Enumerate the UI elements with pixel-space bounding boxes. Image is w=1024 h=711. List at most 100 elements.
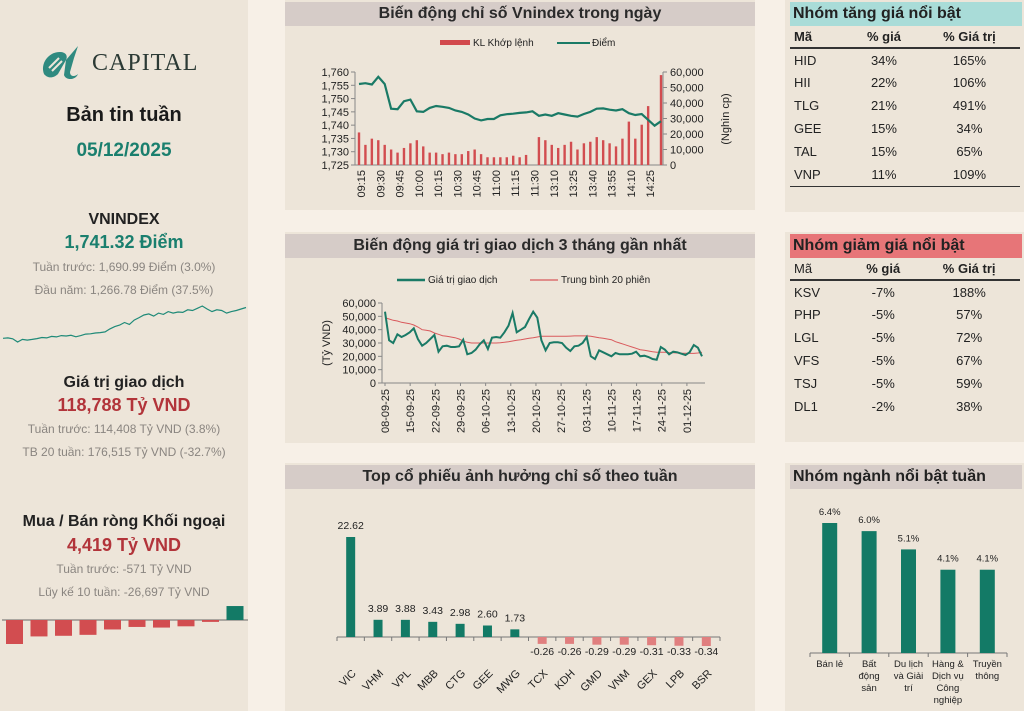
cell-value-pct: 109% xyxy=(918,163,1020,187)
cell-price-pct: -2% xyxy=(871,399,895,414)
category-label: MBB xyxy=(416,668,441,693)
volume-bar xyxy=(467,151,470,165)
volume-bar xyxy=(415,140,419,165)
x-tick-label: 13:10 xyxy=(549,170,561,198)
trading-value-line xyxy=(384,309,703,361)
vnindex-value: 1,741.32 Điểm xyxy=(64,232,184,252)
y-tick-label: 30,000 xyxy=(342,338,376,350)
trading-value-label: Giá trị giao dịch xyxy=(63,374,185,391)
foreign-cum10: Lũy kế 10 tuần: -26,697 Tỷ VND xyxy=(38,585,210,599)
sector-category-label: Dịch vụ xyxy=(932,671,964,682)
volume-bar xyxy=(589,141,592,165)
sparkline-series xyxy=(3,305,247,343)
x-tick-label: 13:40 xyxy=(587,170,599,198)
cell-code: VFS xyxy=(794,353,820,368)
volume-bar xyxy=(601,140,605,165)
influence-bar-label: -0.33 xyxy=(667,646,691,658)
category-label: GMD xyxy=(578,668,605,695)
cell-code: DL1 xyxy=(794,399,818,414)
cell-price-pct: 15% xyxy=(870,121,897,136)
volume-bar xyxy=(537,137,541,165)
top-influence-chart-title: Top cổ phiếu ảnh hưởng chỉ số theo tuần xyxy=(285,465,755,489)
x-tick-label: 27-10-25 xyxy=(556,389,568,433)
influence-bar-label: -0.29 xyxy=(585,646,609,658)
sectors-title: Nhóm ngành nổi bật tuần xyxy=(790,465,1022,489)
sector-bar-label: 5.1% xyxy=(898,533,920,544)
foreign-bar xyxy=(55,620,72,636)
cell-value-pct: 38% xyxy=(956,399,983,414)
gainer-row: TAL 15% 65% xyxy=(790,140,1020,163)
sector-bar xyxy=(940,569,956,653)
x-tick-label: 13:25 xyxy=(568,170,580,198)
category-label: VHM xyxy=(360,668,386,694)
x-tick-label: 10:45 xyxy=(472,170,484,198)
legend-label-ma20: Trung bình 20 phiên xyxy=(561,275,650,286)
category-label: KDH xyxy=(553,668,578,693)
report-title: Bản tin tuần xyxy=(66,104,182,126)
gainer-row: HID 34% 165% xyxy=(790,48,1020,71)
volume-bar xyxy=(422,146,425,165)
sector-category-label: Công xyxy=(937,683,960,694)
x-tick-label: 09:15 xyxy=(356,170,368,198)
volume-bar xyxy=(479,154,483,165)
y-axis-label-right: (Nghìn cp) xyxy=(720,93,732,144)
cell-price-pct: -7% xyxy=(871,284,895,300)
col-header-code: Mã xyxy=(790,258,849,281)
influence-bar xyxy=(428,621,438,637)
volume-bar xyxy=(640,124,643,165)
loser-row: VFS -5% 67% xyxy=(790,349,1020,372)
losers-title: Nhóm giảm giá nổi bật xyxy=(790,234,1022,258)
cell-price-pct: -5% xyxy=(871,353,895,368)
x-tick-label: 11:15 xyxy=(510,170,522,197)
cell-value-pct: 57% xyxy=(956,307,983,322)
y-tick-label-left: 1,725 xyxy=(321,160,349,172)
sector-category-label: trí xyxy=(904,683,913,694)
cell-value-pct: 106% xyxy=(952,75,987,90)
category-label: MWG xyxy=(495,668,523,696)
vnindex-prev-week: Tuần trước: 1,690.99 Điểm (3.0%) xyxy=(32,260,216,274)
volume-bar xyxy=(441,154,444,165)
y-tick-label-right: 0 xyxy=(670,160,676,172)
x-tick-label: 09:30 xyxy=(375,170,387,198)
cell-price-pct: -5% xyxy=(871,330,895,345)
y-tick-label: 40,000 xyxy=(342,325,376,337)
category-label: CTG xyxy=(443,668,468,693)
y-tick-label: 50,000 xyxy=(342,311,376,323)
sector-category-label: động xyxy=(859,671,880,682)
category-label: VNM xyxy=(607,668,633,694)
gainer-row: HII 22% 106% xyxy=(790,71,1020,94)
category-label: GEE xyxy=(471,668,496,693)
volume-bar xyxy=(454,154,457,165)
influence-bar-label: -0.31 xyxy=(640,646,664,658)
y-tick-label-left: 1,745 xyxy=(321,107,349,119)
brand-name: CAPITAL xyxy=(92,49,199,76)
y-tick-label-right: 20,000 xyxy=(670,129,704,141)
cell-price-pct: 21% xyxy=(870,98,897,113)
volume-bar xyxy=(383,144,386,165)
index-line xyxy=(358,75,662,128)
foreign-prev-week: Tuần trước: -571 Tỷ VND xyxy=(56,562,192,576)
volume-bar xyxy=(505,157,508,165)
col-header-code: Mã xyxy=(790,26,850,49)
ma20-line xyxy=(384,317,703,354)
volume-bar xyxy=(576,149,579,165)
category-label: VPL xyxy=(390,668,413,691)
influence-bar-label: 2.60 xyxy=(477,609,498,621)
cell-code: TAL xyxy=(794,144,817,159)
vnindex-label: VNINDEX xyxy=(88,211,160,228)
volume-bar xyxy=(518,157,521,165)
sector-bar-label: 6.4% xyxy=(819,507,841,518)
cell-value-pct: 34% xyxy=(956,121,983,136)
foreign-bar xyxy=(30,620,48,637)
cell-price-pct: 11% xyxy=(849,163,919,187)
x-tick-label: 03-11-25 xyxy=(581,389,593,432)
intraday-chart-title: Biến động chỉ số Vnindex trong ngày xyxy=(285,2,755,26)
sector-category-label: thông xyxy=(975,671,999,682)
influence-bar-label: -0.26 xyxy=(530,646,554,658)
col-header-price-pct: % giá xyxy=(849,26,919,49)
category-label: LPB xyxy=(664,668,687,691)
capital-logo-icon xyxy=(42,46,78,80)
influence-bar-label: -0.34 xyxy=(694,646,718,658)
sectors-panel: Nhóm ngành nổi bật tuần 6.4% Bán lẻ 6.0% Bấ… xyxy=(785,463,1024,711)
x-tick-label: 13-10-25 xyxy=(506,389,518,433)
